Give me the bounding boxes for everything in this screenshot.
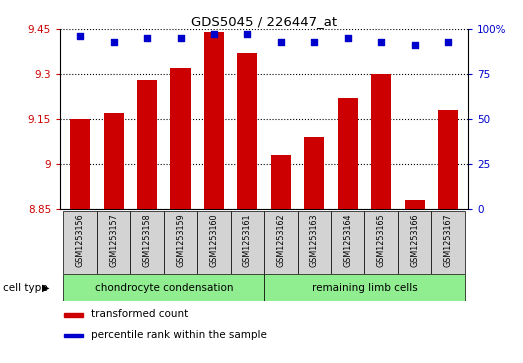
Point (76, 33, 84, 39)
Text: GSM1253161: GSM1253161 (243, 214, 252, 267)
Text: GSM1253164: GSM1253164 (343, 214, 352, 267)
Text: GSM1253160: GSM1253160 (209, 214, 219, 267)
Bar (64, 334, 83, 338)
Bar (137, 80, 157, 209)
Bar (338, 98, 358, 209)
Point (377, 39, 385, 45)
Text: GSM1253163: GSM1253163 (310, 214, 319, 267)
Text: GSM1253159: GSM1253159 (176, 214, 185, 268)
Bar (264, 274, 465, 301)
Bar (64, 313, 83, 317)
Text: GSM1253156: GSM1253156 (76, 214, 85, 267)
Bar (231, 211, 264, 274)
Point (210, 32, 218, 37)
Bar (63, 274, 264, 301)
Text: GSM1253166: GSM1253166 (410, 214, 419, 267)
Bar (431, 211, 465, 274)
Point (176, 35, 185, 41)
Point (243, 32, 252, 37)
Bar (271, 155, 291, 209)
Point (344, 35, 352, 41)
Bar (63, 211, 97, 274)
Bar (438, 110, 458, 209)
Bar (197, 211, 231, 274)
Point (109, 39, 118, 45)
Title: GDS5045 / 226447_at: GDS5045 / 226447_at (191, 15, 337, 28)
Bar (130, 211, 164, 274)
Bar (164, 211, 197, 274)
Bar (264, 211, 298, 274)
Bar (104, 113, 123, 209)
Text: ▶: ▶ (42, 283, 50, 293)
Bar (237, 53, 257, 209)
Point (277, 39, 285, 45)
Text: cell type: cell type (3, 283, 47, 293)
Text: percentile rank within the sample: percentile rank within the sample (91, 330, 267, 340)
Text: GSM1253162: GSM1253162 (276, 214, 286, 267)
Bar (298, 211, 331, 274)
Point (411, 42, 419, 48)
Bar (70, 119, 90, 209)
Bar (204, 32, 224, 209)
Text: GSM1253158: GSM1253158 (143, 214, 152, 267)
Bar (371, 74, 391, 209)
Point (143, 35, 151, 41)
Text: transformed count: transformed count (91, 309, 188, 319)
Text: GSM1253157: GSM1253157 (109, 214, 118, 268)
Bar (331, 211, 365, 274)
Point (310, 39, 319, 45)
Text: remaining limb cells: remaining limb cells (312, 283, 417, 293)
Text: chondrocyte condensation: chondrocyte condensation (95, 283, 233, 293)
Point (444, 39, 452, 45)
Bar (97, 211, 130, 274)
Bar (398, 211, 431, 274)
Text: GSM1253165: GSM1253165 (377, 214, 385, 267)
Bar (405, 200, 425, 209)
Text: GSM1253167: GSM1253167 (444, 214, 452, 267)
Bar (365, 211, 398, 274)
Bar (170, 68, 190, 209)
Bar (304, 137, 324, 209)
